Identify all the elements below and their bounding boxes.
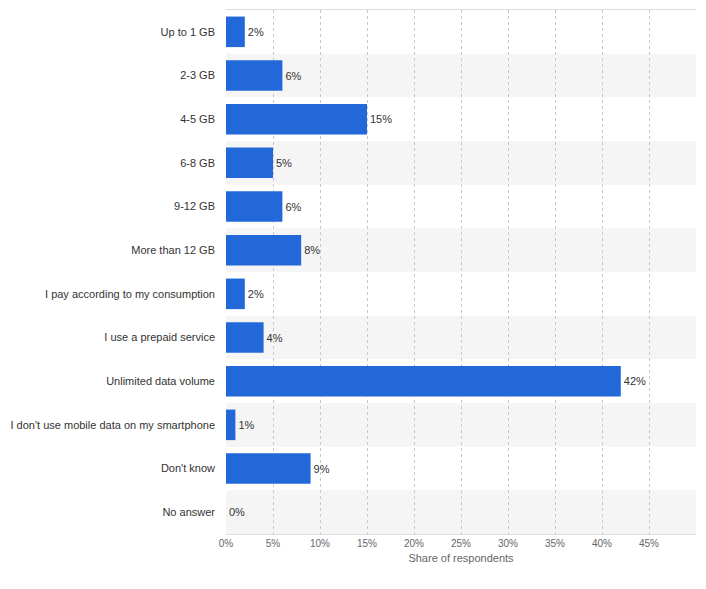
svg-text:I pay according to my consumpt: I pay according to my consumption bbox=[45, 288, 215, 300]
svg-text:10%: 10% bbox=[310, 538, 330, 549]
svg-text:Up to 1 GB: Up to 1 GB bbox=[161, 26, 215, 38]
svg-text:4%: 4% bbox=[267, 332, 283, 344]
svg-text:6%: 6% bbox=[285, 70, 301, 82]
svg-text:I use a prepaid service: I use a prepaid service bbox=[104, 331, 215, 343]
svg-text:15%: 15% bbox=[370, 113, 392, 125]
svg-text:6-8 GB: 6-8 GB bbox=[180, 157, 215, 169]
svg-text:30%: 30% bbox=[498, 538, 518, 549]
svg-text:2%: 2% bbox=[248, 26, 264, 38]
svg-text:No answer: No answer bbox=[162, 506, 215, 518]
svg-text:20%: 20% bbox=[404, 538, 424, 549]
svg-text:Share of respondents: Share of respondents bbox=[408, 552, 514, 564]
svg-text:45%: 45% bbox=[639, 538, 659, 549]
svg-text:15%: 15% bbox=[357, 538, 377, 549]
svg-text:Don't know: Don't know bbox=[161, 462, 215, 474]
svg-text:Unlimited data volume: Unlimited data volume bbox=[106, 375, 215, 387]
svg-text:42%: 42% bbox=[624, 375, 646, 387]
svg-text:9-12 GB: 9-12 GB bbox=[174, 200, 215, 212]
svg-text:5%: 5% bbox=[276, 157, 292, 169]
svg-text:8%: 8% bbox=[304, 244, 320, 256]
svg-text:More than 12 GB: More than 12 GB bbox=[131, 244, 215, 256]
svg-text:I don't use mobile data on my: I don't use mobile data on my smartphone bbox=[11, 419, 216, 431]
svg-text:40%: 40% bbox=[592, 538, 612, 549]
svg-text:9%: 9% bbox=[314, 463, 330, 475]
svg-text:2%: 2% bbox=[248, 288, 264, 300]
svg-text:6%: 6% bbox=[285, 201, 301, 213]
svg-text:5%: 5% bbox=[266, 538, 281, 549]
svg-text:1%: 1% bbox=[238, 419, 254, 431]
svg-text:25%: 25% bbox=[451, 538, 471, 549]
svg-text:35%: 35% bbox=[545, 538, 565, 549]
svg-text:0%: 0% bbox=[229, 506, 245, 518]
svg-text:4-5 GB: 4-5 GB bbox=[180, 113, 215, 125]
svg-text:2-3 GB: 2-3 GB bbox=[180, 69, 215, 81]
svg-text:0%: 0% bbox=[219, 538, 234, 549]
